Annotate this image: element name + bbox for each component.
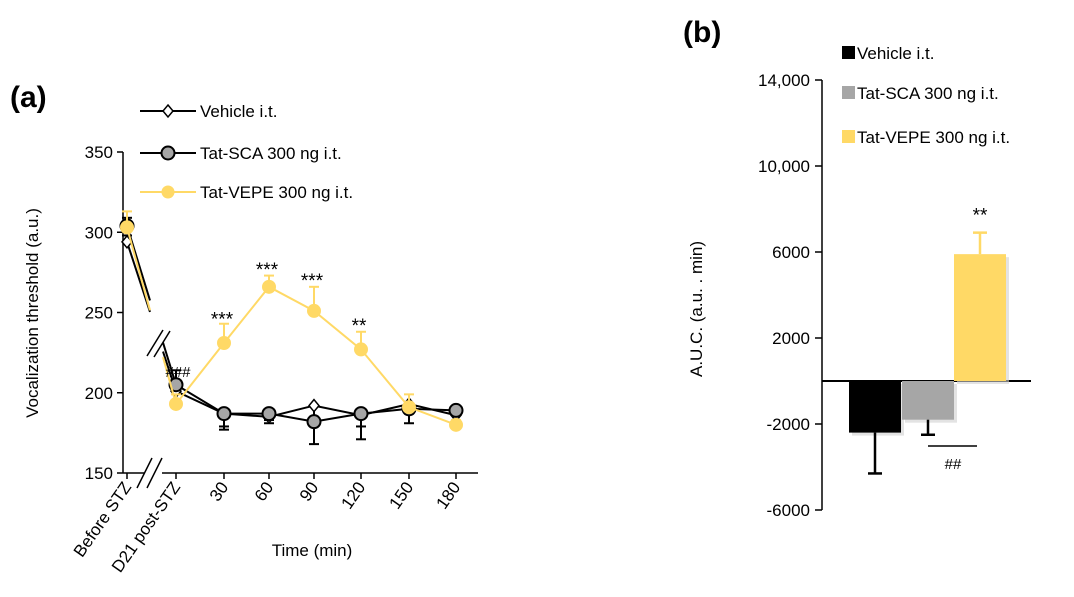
legend-label: Tat-SCA 300 ng i.t.	[857, 84, 999, 103]
x-tick-label: 30	[206, 478, 232, 504]
legend-item: Vehicle i.t.	[140, 102, 278, 121]
significance-label: ***	[211, 310, 234, 331]
data-point-circle	[262, 279, 276, 294]
legend-item: Tat-VEPE 300 ng i.t.	[842, 128, 1010, 147]
legend-swatch	[842, 86, 855, 99]
x-tick-label: 90	[296, 478, 322, 504]
y-tick-label: 250	[85, 304, 113, 323]
data-point-circle	[216, 406, 232, 422]
significance-label: ###	[165, 364, 191, 381]
significance-label: ***	[256, 260, 279, 281]
x-tick-label: 60	[251, 478, 277, 504]
series-line	[162, 342, 457, 423]
series-line	[162, 285, 457, 426]
significance-label: **	[973, 206, 988, 227]
data-point-circle	[307, 303, 321, 318]
data-point-circle	[353, 406, 369, 422]
data-break-mark	[153, 330, 171, 358]
x-tick-label: 120	[337, 478, 369, 512]
x-tick-label: 180	[432, 478, 464, 512]
panel-b-bars: ** ##	[849, 206, 1009, 475]
significance-label: **	[352, 316, 367, 337]
panel-b-label: (b)	[683, 16, 721, 49]
y-tick-label: -2000	[767, 415, 810, 434]
legend-label: Vehicle i.t.	[857, 44, 935, 63]
y-tick-label: 150	[85, 464, 113, 483]
legend-swatch	[842, 46, 855, 59]
panel-b-y-axis-title: A.U.C. (a.u. . min)	[687, 241, 706, 377]
data-break-mark	[146, 329, 164, 357]
bar	[954, 254, 1006, 381]
legend-item: Tat-SCA 300 ng i.t.	[842, 84, 999, 103]
data-point-circle	[169, 396, 183, 411]
legend-label: Tat-VEPE 300 ng i.t.	[200, 183, 353, 202]
legend-label: Vehicle i.t.	[200, 102, 278, 121]
legend-marker-circle	[160, 145, 176, 161]
legend-swatch	[842, 130, 855, 143]
legend-label: Tat-VEPE 300 ng i.t.	[857, 128, 1010, 147]
y-tick-label: 2000	[772, 329, 810, 348]
data-point-diamond	[308, 398, 320, 413]
data-point-circle	[261, 406, 277, 422]
axis-break-mark	[136, 457, 153, 489]
panel-a-y-axis-title: Vocalization threshold (a.u.)	[23, 208, 42, 418]
bar	[849, 381, 901, 433]
panel-a-line-chart: (a) Vehicle i.t. Tat-SCA 300 ng i.t. Tat-V…	[10, 81, 478, 576]
panel-b-bar-chart: (b) Vehicle i.t. Tat-SCA 300 ng i.t. Tat-V…	[683, 16, 1031, 520]
data-point-circle	[449, 417, 463, 432]
series-line-segment	[126, 227, 151, 311]
legend-item: Tat-VEPE 300 ng i.t.	[140, 183, 353, 202]
y-tick-label: 200	[85, 384, 113, 403]
y-tick-label: -6000	[767, 501, 810, 520]
panel-a-x-axis-title: Time (min)	[272, 541, 353, 560]
bar	[902, 381, 954, 420]
legend-marker-circle	[161, 185, 175, 199]
panel-a-label: (a)	[10, 81, 47, 114]
series-3	[120, 210, 463, 432]
panel-a-legend: Vehicle i.t. Tat-SCA 300 ng i.t. Tat-VEPE …	[140, 102, 353, 202]
y-tick-label: 6000	[772, 243, 810, 262]
y-tick-label: 300	[85, 223, 113, 242]
data-point-circle	[402, 400, 416, 415]
axis-break-mark	[146, 457, 163, 489]
series-line-segment	[126, 241, 151, 313]
data-point-circle	[217, 335, 231, 350]
data-point-circle	[448, 402, 464, 418]
data-point-circle	[168, 377, 184, 393]
y-tick-label: 350	[85, 143, 113, 162]
panel-b-legend: Vehicle i.t. Tat-SCA 300 ng i.t. Tat-VEPE …	[842, 44, 1010, 147]
legend-label: Tat-SCA 300 ng i.t.	[200, 144, 342, 163]
data-point-circle	[306, 414, 322, 430]
legend-item: Tat-SCA 300 ng i.t.	[140, 144, 342, 163]
legend-item: Vehicle i.t.	[842, 44, 935, 63]
legend-marker-diamond	[162, 103, 174, 119]
panel-a-series: ###***********	[119, 210, 464, 446]
data-point-circle	[354, 342, 368, 357]
significance-label: ##	[945, 456, 962, 473]
x-tick-label: 150	[385, 478, 417, 512]
y-tick-label: 10,000	[758, 157, 810, 176]
significance-label: ***	[301, 271, 324, 292]
y-tick-label: 14,000	[758, 71, 810, 90]
data-point-circle	[120, 220, 134, 235]
